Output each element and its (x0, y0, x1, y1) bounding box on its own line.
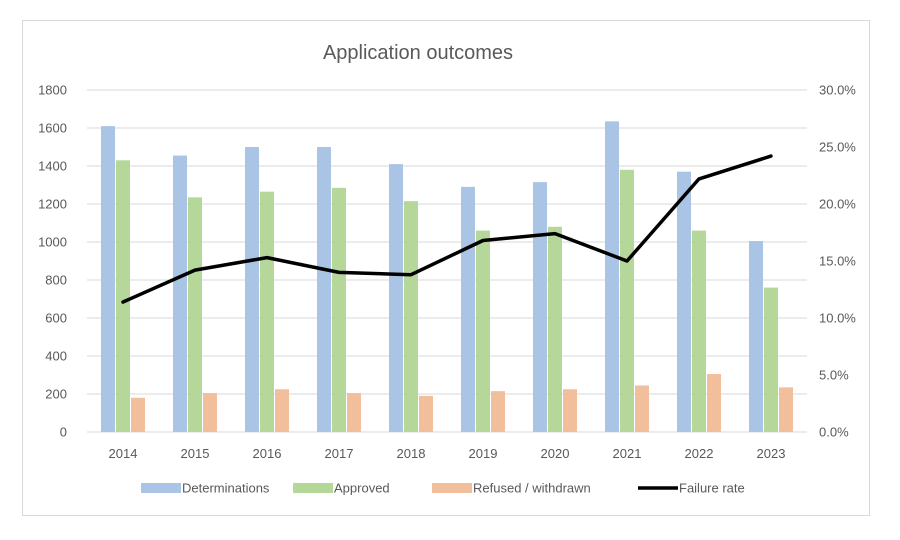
bar-determinations (101, 126, 115, 432)
bar-determinations (677, 171, 691, 432)
x-axis-tick-label: 2015 (181, 446, 210, 461)
bar-approved (404, 201, 418, 432)
bar-refused-withdrawn (131, 397, 145, 432)
x-axis-tick-label: 2017 (325, 446, 354, 461)
legend-label-approved: Approved (334, 481, 390, 496)
right-axis-tick-label: 30.0% (819, 83, 856, 98)
bar-refused-withdrawn (779, 387, 793, 432)
chart-title: Application outcomes (323, 42, 513, 64)
failure-rate-line (121, 154, 773, 304)
chart: Application outcomes 0 200 400 600 800 1000 12… (38, 42, 856, 496)
x-axis-tick-label: 2023 (757, 446, 786, 461)
bar-approved (548, 226, 562, 432)
bar-approved (764, 287, 778, 432)
x-axis-tick-label: 2019 (469, 446, 498, 461)
bar-refused-withdrawn (347, 393, 361, 432)
legend-swatch-determinations (141, 483, 181, 493)
left-axis: 0 200 400 600 800 1000 1200 1400 1600 1800 (38, 83, 67, 440)
bars (101, 121, 793, 433)
bar-approved (476, 230, 490, 432)
x-axis-tick-label: 2018 (397, 446, 426, 461)
bar-determinations (749, 241, 763, 432)
bar-approved (692, 230, 706, 432)
x-axis-tick-label: 2014 (109, 446, 138, 461)
bar-determinations (533, 182, 547, 432)
bar-refused-withdrawn (203, 393, 217, 432)
bar-determinations (317, 147, 331, 432)
right-axis-tick-label: 5.0% (819, 368, 849, 383)
left-axis-tick-label: 1400 (38, 159, 67, 174)
legend-swatch-refused-withdrawn (432, 483, 472, 493)
left-axis-tick-label: 1600 (38, 121, 67, 136)
left-axis-tick-label: 1200 (38, 197, 67, 212)
x-axis-tick-label: 2021 (613, 446, 642, 461)
bar-approved (332, 187, 346, 432)
bar-approved (188, 197, 202, 432)
legend-label-determinations: Determinations (182, 481, 270, 496)
right-axis-tick-label: 20.0% (819, 197, 856, 212)
right-axis-tick-label: 0.0% (819, 425, 849, 440)
bar-approved (260, 191, 274, 432)
legend: Determinations Approved Refused / withdraw… (141, 481, 745, 496)
left-axis-tick-label: 800 (45, 273, 67, 288)
bar-refused-withdrawn (635, 385, 649, 432)
left-axis-tick-label: 1800 (38, 83, 67, 98)
bar-refused-withdrawn (491, 391, 505, 432)
bar-determinations (245, 147, 259, 432)
right-axis-tick-label: 10.0% (819, 311, 856, 326)
left-axis-tick-label: 400 (45, 349, 67, 364)
left-axis-tick-label: 0 (60, 425, 67, 440)
x-axis: 2014 2015 2016 2017 2018 2019 2020 2021 2022 2023 (109, 446, 786, 461)
failure-rate-line-group (121, 154, 773, 304)
right-axis-tick-label: 15.0% (819, 254, 856, 269)
legend-label-failure-rate: Failure rate (679, 481, 745, 496)
left-axis-tick-label: 600 (45, 311, 67, 326)
bar-approved (116, 160, 130, 433)
bar-refused-withdrawn (707, 374, 721, 432)
x-axis-tick-label: 2022 (685, 446, 714, 461)
bar-determinations (461, 186, 475, 432)
bar-refused-withdrawn (563, 389, 577, 432)
bar-approved (620, 169, 634, 433)
legend-swatch-approved (293, 483, 333, 493)
x-axis-tick-label: 2016 (253, 446, 282, 461)
left-axis-tick-label: 1000 (38, 235, 67, 250)
x-axis-tick-label: 2020 (541, 446, 570, 461)
legend-label-refused-withdrawn: Refused / withdrawn (473, 481, 591, 496)
bar-determinations (173, 155, 187, 433)
left-axis-tick-label: 200 (45, 387, 67, 402)
right-axis: 0.0% 5.0% 10.0% 15.0% 20.0% 25.0% 30.0% (819, 83, 856, 440)
bar-determinations (389, 164, 403, 432)
chart-frame: Application outcomes 0 200 400 600 800 1000 12… (22, 20, 870, 516)
bar-determinations (605, 121, 619, 432)
bar-refused-withdrawn (419, 395, 433, 432)
right-axis-tick-label: 25.0% (819, 140, 856, 155)
bar-refused-withdrawn (275, 389, 289, 432)
